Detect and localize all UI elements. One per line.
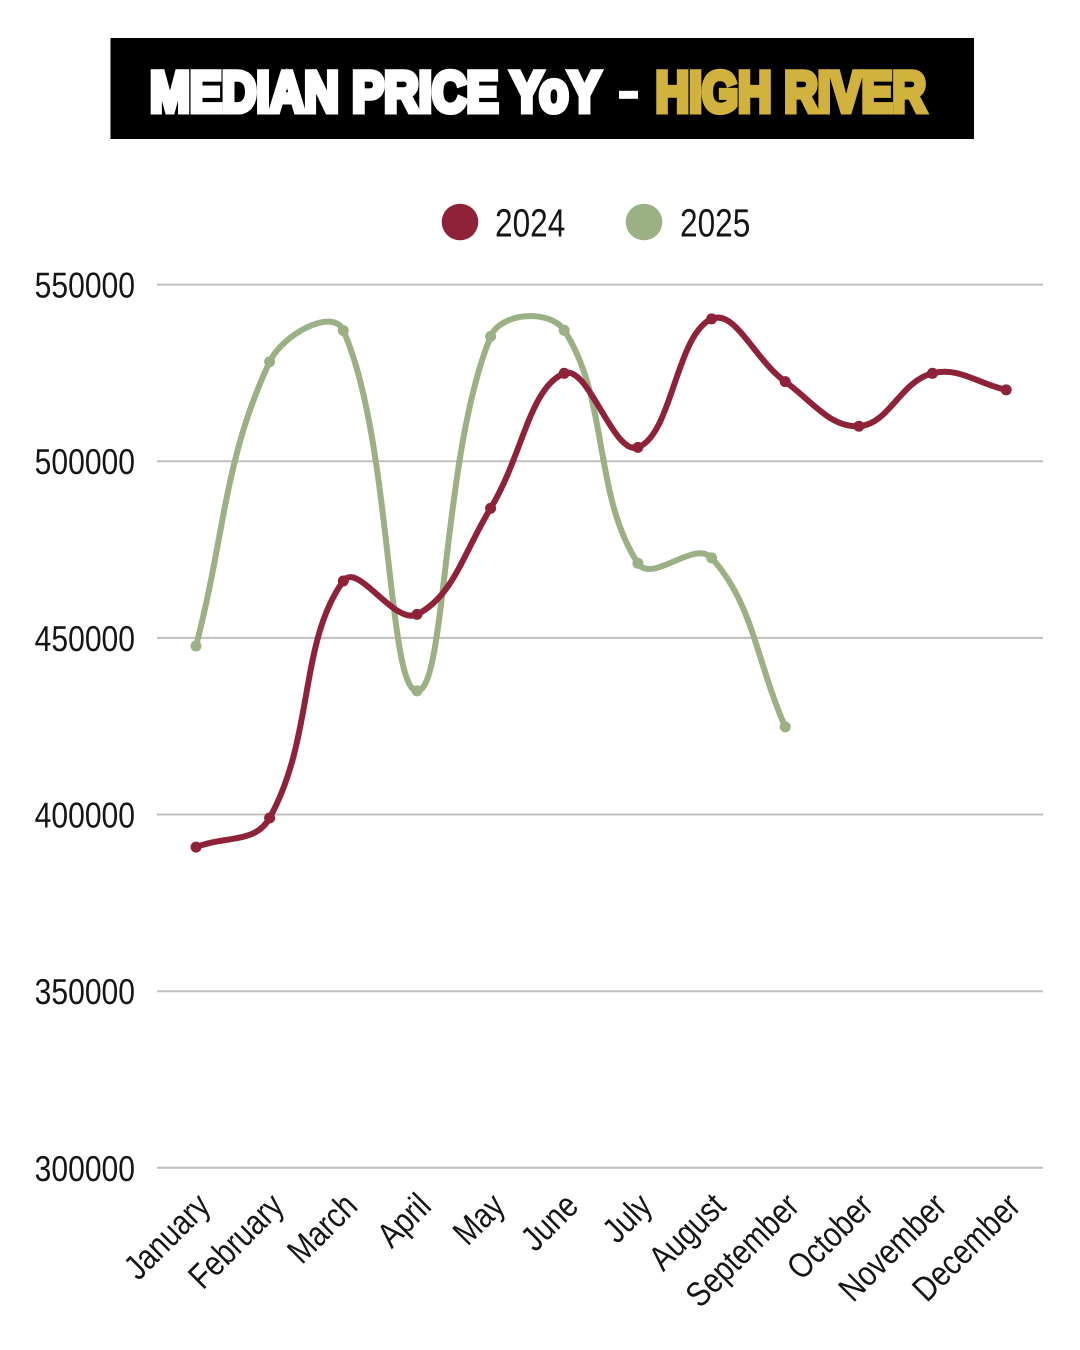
svg-text:450000: 450000 [35, 618, 135, 659]
svg-text:2025: 2025 [680, 202, 750, 246]
svg-text:500000: 500000 [35, 441, 135, 482]
svg-text:350000: 350000 [35, 971, 135, 1012]
svg-text:2024: 2024 [495, 202, 565, 246]
svg-text:300000: 300000 [35, 1148, 135, 1189]
svg-text:400000: 400000 [35, 795, 135, 836]
svg-text:HIGH RIVER: HIGH RIVER [656, 61, 926, 125]
svg-text:MEDIAN PRICE YoY: MEDIAN PRICE YoY [150, 61, 600, 125]
svg-text:550000: 550000 [35, 265, 135, 306]
